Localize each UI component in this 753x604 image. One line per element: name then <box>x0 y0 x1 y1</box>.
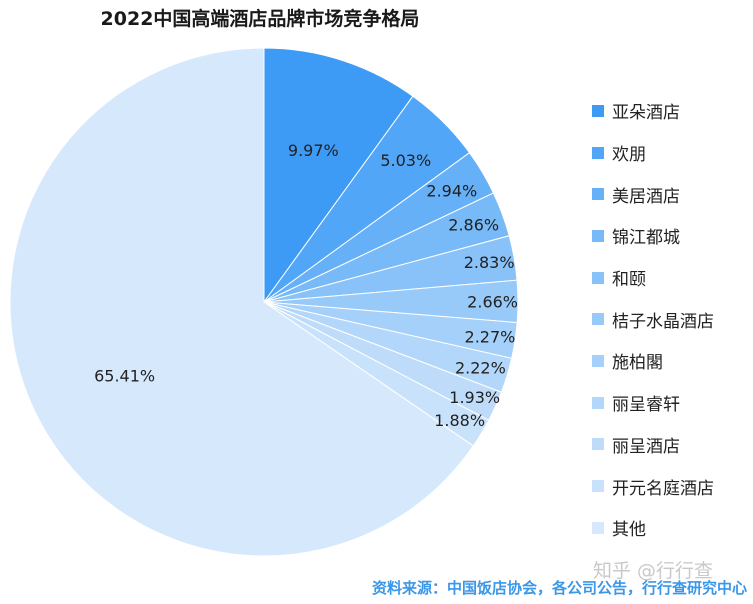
legend-label: 亚朵酒店 <box>612 103 680 124</box>
pie-label-9: 1.93% <box>449 388 500 407</box>
legend-swatch <box>592 104 604 117</box>
pie-slice-1 <box>263 47 414 304</box>
legend-item: 丽呈睿轩 <box>592 382 714 424</box>
legend-item: 开元名庭酒店 <box>592 465 714 507</box>
legend-item: 丽呈酒店 <box>592 424 714 466</box>
pie-label-10: 1.88% <box>434 411 485 430</box>
chart-legend: 亚朵酒店欢朋美居酒店锦江都城和颐桔子水晶酒店 施柏閣丽呈睿轩丽呈酒店开元名庭酒店其… <box>592 90 714 549</box>
legend-swatch <box>592 354 604 367</box>
pie-label-5: 2.83% <box>464 253 515 272</box>
source-note: 资料来源：中国饭店协会，各公司公告，行行查研究中心 <box>371 579 747 597</box>
watermark: 知乎 @行行查 <box>593 560 714 582</box>
pie-label-8: 2.22% <box>455 358 506 377</box>
legend-item: 锦江都城 <box>592 215 714 257</box>
legend-swatch <box>592 438 604 451</box>
legend-item: 亚朵酒店 <box>592 90 714 132</box>
legend-label: 开元名庭酒店 <box>612 478 714 499</box>
legend-label: 桔子水晶酒店 <box>612 311 714 332</box>
legend-swatch <box>592 313 604 326</box>
pie-label-11: 65.41% <box>94 366 155 385</box>
legend-swatch <box>592 480 604 493</box>
legend-item: 桔子水晶酒店 <box>592 298 714 340</box>
legend-label: 美居酒店 <box>612 186 680 207</box>
legend-item: 和颐 <box>592 257 714 299</box>
pie-slices <box>9 47 519 557</box>
pie-chart: 9.97% 5.03% 2.94% 2.86% 2.83% 2.66% 2.27% 2.22%… <box>9 47 519 557</box>
chart-title: 2022中国高端酒店品牌市场竞争格局 <box>100 8 420 30</box>
legend-swatch <box>592 521 604 534</box>
legend-label: 丽呈酒店 <box>612 436 680 457</box>
pie-slice-11 <box>9 47 474 557</box>
pie-labels: 9.97% 5.03% 2.94% 2.86% 2.83% 2.66% 2.27% 2.22%… <box>94 141 518 430</box>
legend-label: 施柏閣 <box>612 353 663 374</box>
pie-label-3: 2.94% <box>426 181 477 200</box>
legend-label: 其他 <box>612 520 646 541</box>
pie-label-2: 5.03% <box>380 151 431 170</box>
legend-label: 和颐 <box>612 270 646 291</box>
pie-label-1: 9.97% <box>288 141 339 160</box>
legend-item: 欢朋 <box>592 132 714 174</box>
pie-label-7: 2.27% <box>465 328 516 347</box>
legend-label: 锦江都城 <box>612 228 680 249</box>
legend-label: 丽呈睿轩 <box>612 395 680 416</box>
legend-swatch <box>592 188 604 201</box>
legend-swatch <box>592 229 604 242</box>
legend-item: 施柏閣 <box>592 340 714 382</box>
legend-item: 美居酒店 <box>592 173 714 215</box>
legend-label: 欢朋 <box>612 145 646 166</box>
legend-swatch <box>592 396 604 409</box>
legend-item: 其他 <box>592 507 714 549</box>
pie-label-6: 2.66% <box>467 292 518 311</box>
legend-swatch <box>592 271 604 284</box>
legend-swatch <box>592 146 604 159</box>
pie-label-4: 2.86% <box>448 216 499 235</box>
